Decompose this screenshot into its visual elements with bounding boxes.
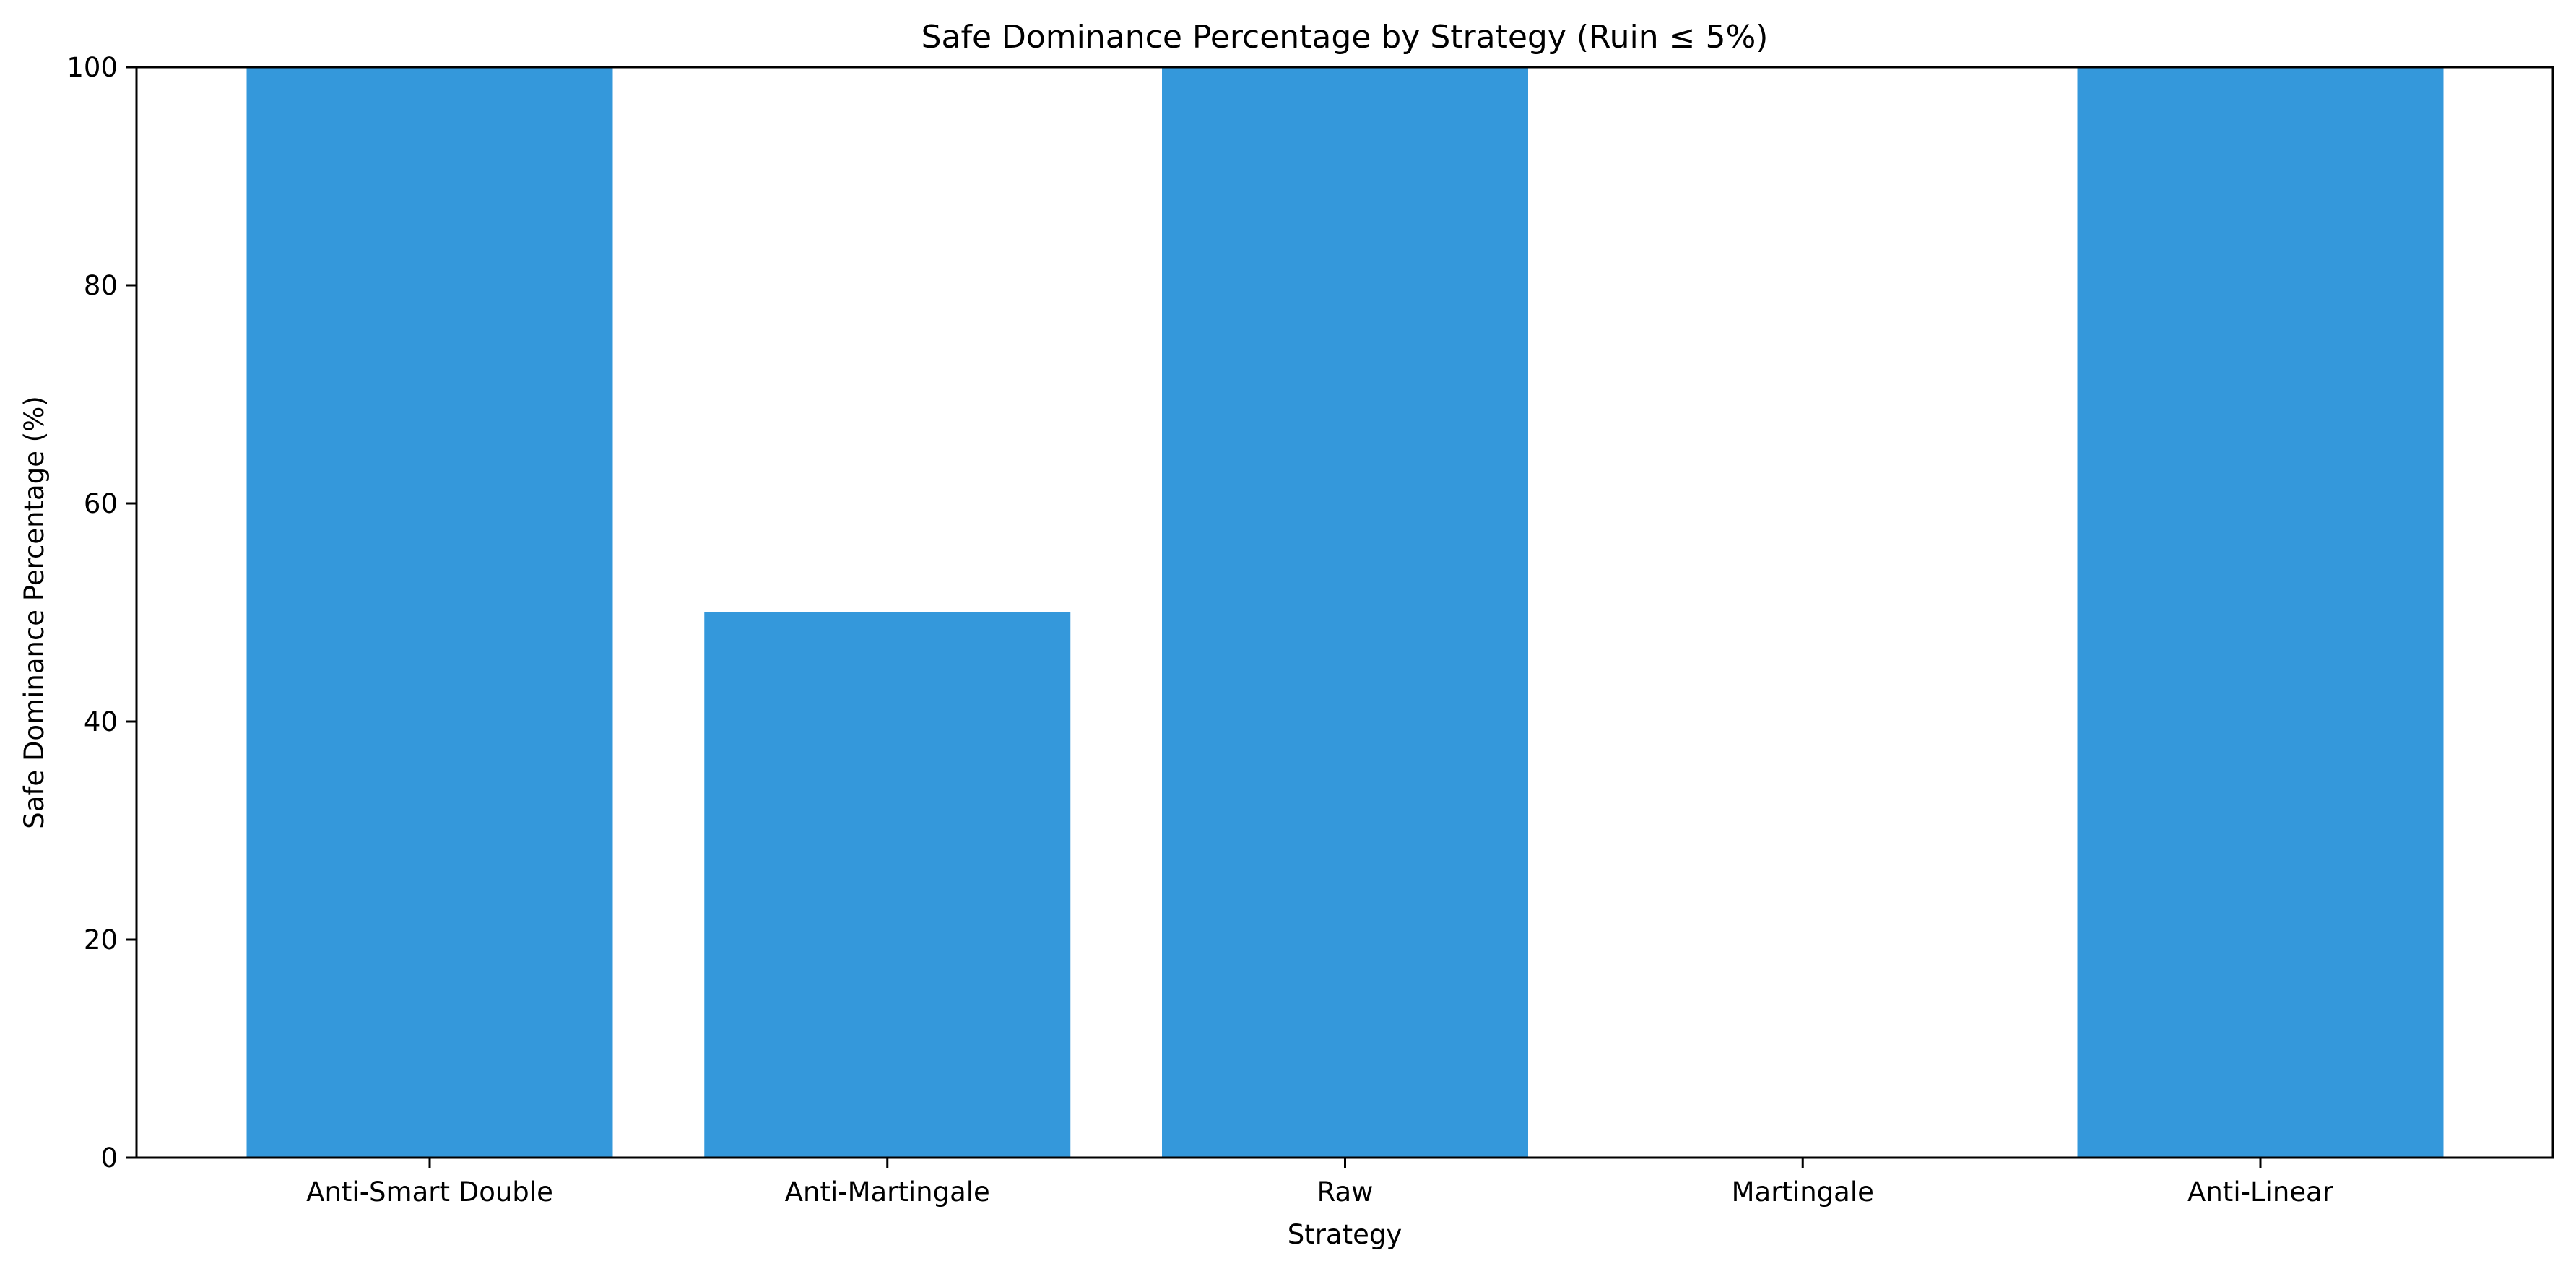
x-tick-label: Martingale: [1732, 1176, 1874, 1208]
y-tick-label: 60: [84, 488, 118, 519]
y-tick-label: 80: [84, 270, 118, 301]
x-axis-ticks: Anti-Smart Double Anti-Martingale Raw Marti…: [306, 1158, 2334, 1208]
y-tick-label: 20: [84, 924, 118, 956]
x-tick-label: Anti-Linear: [2187, 1176, 2334, 1208]
y-tick-label: 40: [84, 706, 118, 737]
y-axis-ticks: 0 20 40 60 80 100: [66, 52, 136, 1174]
y-tick-label: 0: [100, 1143, 118, 1174]
x-tick-label: Raw: [1317, 1176, 1374, 1208]
chart-title: Safe Dominance Percentage by Strategy (R…: [921, 19, 1769, 56]
x-axis-label: Strategy: [1288, 1219, 1402, 1250]
x-tick-label: Anti-Martingale: [785, 1176, 990, 1208]
plot-frame: [135, 66, 2554, 1159]
x-tick-label: Anti-Smart Double: [306, 1176, 553, 1208]
bar: [2077, 67, 2444, 1158]
y-tick-label: 100: [66, 52, 118, 83]
bar: [704, 612, 1071, 1158]
bar: [1162, 67, 1528, 1158]
bar: [246, 67, 613, 1158]
y-axis-label: Safe Dominance Percentage (%): [19, 396, 50, 829]
bars: [246, 67, 2444, 1158]
